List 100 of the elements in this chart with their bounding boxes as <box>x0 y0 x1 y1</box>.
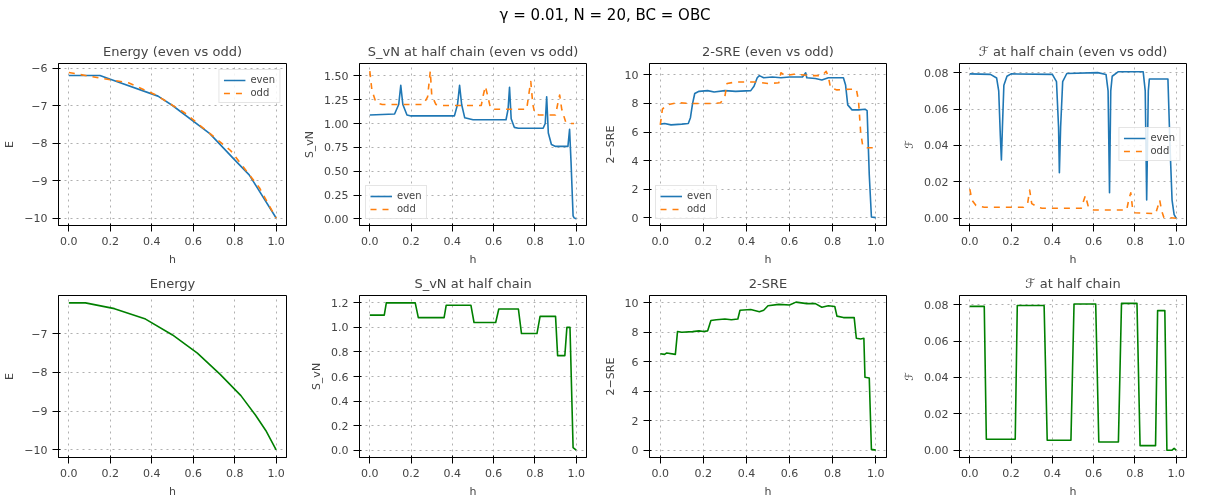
chart-title: 2-SRE (even vs odd) <box>702 43 834 59</box>
x-axis-title: h <box>764 484 772 498</box>
x-tick-label: 0.2 <box>402 466 420 480</box>
y-axis-title: 2−SRE <box>603 125 617 164</box>
x-tick-label: 0.6 <box>1084 234 1103 248</box>
x-tick-label: 0.4 <box>143 234 161 248</box>
chart-title: S_vN at half chain (even vs odd) <box>367 43 579 59</box>
y-axis-title: E <box>3 140 17 148</box>
x-tick-label: 0.0 <box>60 234 78 248</box>
y-tick-label: 8 <box>631 326 639 340</box>
x-tick-label: 1.0 <box>567 466 585 480</box>
y-axis-title: ℱ <box>903 371 917 381</box>
y-axis-title: S_vN <box>310 362 324 391</box>
y-tick-label: 0.25 <box>324 189 349 203</box>
x-tick-label: 1.0 <box>567 234 585 248</box>
x-tick-label: 0.2 <box>101 466 120 480</box>
x-tick-label: 0.2 <box>402 234 420 248</box>
chart-title: 2-SRE <box>748 275 788 291</box>
y-tick-label: 2 <box>631 183 639 197</box>
x-tick-label: 0.4 <box>443 466 462 480</box>
x-tick-label: 0.4 <box>737 466 756 480</box>
x-tick-label: 0.0 <box>361 466 379 480</box>
y-tick-label: 0.06 <box>924 335 949 349</box>
x-tick-label: 0.4 <box>737 234 756 248</box>
x-tick-label: 0.2 <box>101 234 120 248</box>
x-tick-label: 0.4 <box>1043 466 1062 480</box>
y-tick-label: 10 <box>624 68 639 82</box>
x-tick-label: 0.2 <box>1002 466 1020 480</box>
legend-label: even <box>397 190 422 201</box>
x-tick-label: 0.2 <box>694 466 713 480</box>
x-tick-label: 0.8 <box>823 466 842 480</box>
x-axis-title: h <box>764 252 772 266</box>
y-tick-label: 0.75 <box>324 141 349 155</box>
y-tick-label: −7 <box>31 327 48 341</box>
y-tick-label: −10 <box>24 212 48 225</box>
x-tick-label: 0.4 <box>143 466 161 480</box>
text: γ = 0.01, N = 20, BC = OBC <box>499 5 711 26</box>
x-tick-label: 0.0 <box>961 234 979 248</box>
legend-label: odd <box>250 87 271 98</box>
x-tick-label: 0.8 <box>225 234 244 248</box>
x-tick-label: 1.0 <box>1167 234 1185 248</box>
y-tick-label: 0 <box>631 444 639 458</box>
legend-label: odd <box>687 203 707 214</box>
y-tick-label: 0.0 <box>331 444 349 458</box>
x-tick-label: 0.6 <box>484 234 503 248</box>
x-tick-label: 0.8 <box>823 234 842 248</box>
x-tick-label: 0.8 <box>1126 234 1144 248</box>
x-tick-label: 0.8 <box>526 466 544 480</box>
legend-label: odd <box>1150 145 1171 156</box>
legend-label: even <box>250 74 275 85</box>
legend-label: even <box>687 190 712 201</box>
y-tick-label: 4 <box>631 385 639 399</box>
y-tick-label: 0.02 <box>924 407 949 421</box>
x-tick-label: 0.6 <box>780 234 799 248</box>
y-tick-label: −10 <box>24 443 48 457</box>
chart-title: ℱ at half chain (even vs odd) <box>978 43 1168 59</box>
x-tick-label: 0.6 <box>780 466 799 480</box>
y-tick-label: 0.08 <box>924 66 949 80</box>
y-tick-label: 0.50 <box>324 165 349 179</box>
chart-title: ℱ at half chain <box>1025 275 1121 291</box>
y-tick-label: 0.04 <box>924 371 949 385</box>
y-tick-label: 1.00 <box>324 117 349 131</box>
x-tick-label: 1.0 <box>267 234 285 248</box>
y-tick-label: 0.00 <box>324 212 349 226</box>
x-tick-label: 0.0 <box>961 466 979 480</box>
x-tick-label: 1.0 <box>866 234 885 248</box>
legend-label: odd <box>397 203 417 214</box>
x-tick-label: 0.8 <box>1126 466 1144 480</box>
x-tick-label: 0.6 <box>484 466 503 480</box>
y-tick-label: 0.6 <box>331 370 349 384</box>
x-tick-label: 0.2 <box>1002 234 1020 248</box>
x-tick-label: 1.0 <box>1167 466 1185 480</box>
y-tick-label: 2 <box>631 414 639 428</box>
x-tick-label: 1.0 <box>267 466 285 480</box>
y-tick-label: 6 <box>631 355 639 369</box>
y-tick-label: 0.00 <box>924 212 949 226</box>
y-tick-label: 1.2 <box>331 296 349 310</box>
y-tick-label: −9 <box>31 405 48 419</box>
x-tick-label: 0.0 <box>361 234 379 248</box>
y-tick-label: 0.8 <box>331 345 349 359</box>
x-tick-label: 0.8 <box>225 466 244 480</box>
x-tick-label: 0.6 <box>184 234 202 248</box>
x-tick-label: 1.0 <box>866 466 885 480</box>
y-axis-title: S_vN <box>303 130 317 159</box>
x-tick-label: 0.0 <box>60 466 78 480</box>
x-axis-title: h <box>1069 484 1077 498</box>
y-tick-label: 10 <box>624 296 639 310</box>
x-tick-label: 0.6 <box>184 466 202 480</box>
y-tick-label: −7 <box>31 99 48 113</box>
y-tick-label: 6 <box>631 126 639 140</box>
y-tick-label: 1.25 <box>324 93 349 107</box>
chart-title: S_vN at half chain <box>414 275 532 291</box>
y-tick-label: −9 <box>31 174 48 188</box>
x-tick-label: 0.4 <box>443 234 462 248</box>
y-tick-label: 1.0 <box>331 321 349 335</box>
y-tick-label: 0.06 <box>924 103 949 117</box>
chart-title: Energy (even vs odd) <box>103 43 242 59</box>
y-axis-title: E <box>3 372 17 380</box>
y-axis-title: 2−SRE <box>603 357 617 396</box>
y-tick-label: −8 <box>31 137 48 150</box>
